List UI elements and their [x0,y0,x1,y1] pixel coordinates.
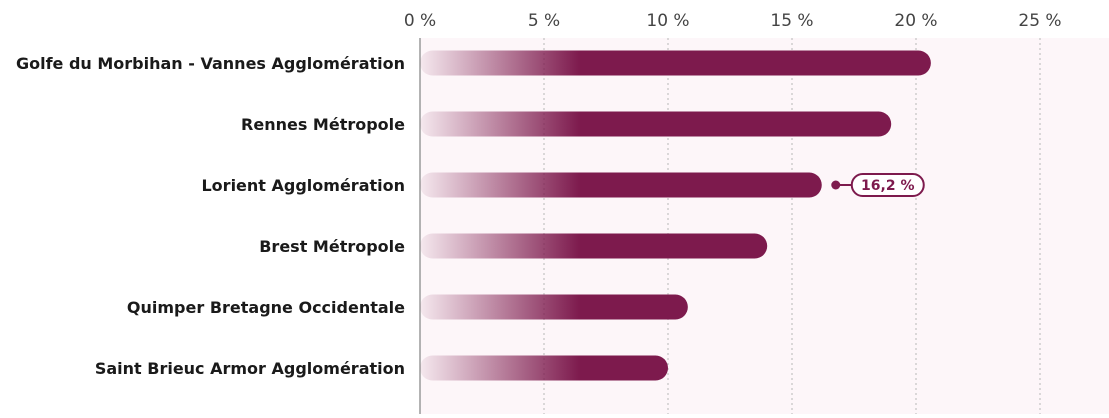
category-label: Saint Brieuc Armor Agglomération [95,359,405,378]
bar [420,172,822,198]
x-tick-label: 5 % [528,11,560,31]
bar [420,294,688,320]
x-tick-label: 10 % [646,11,689,31]
category-label: Brest Métropole [259,237,405,256]
callout-value-label: 16,2 % [861,178,914,194]
bar [420,111,892,137]
category-label: Quimper Bretagne Occidentale [127,298,405,317]
plot-area-background [420,38,1109,414]
category-label: Lorient Agglomération [201,176,405,195]
callout-badge [850,173,925,197]
x-tick-label: 20 % [894,11,937,31]
bar [420,233,768,259]
bar [420,50,931,76]
x-tick-label: 15 % [770,11,813,31]
bar [420,355,668,381]
category-label: Rennes Métropole [241,115,405,134]
x-tick-label: 0 % [404,11,436,31]
category-label: Golfe du Morbihan - Vannes Agglomération [16,54,405,73]
x-tick-label: 25 % [1018,11,1061,31]
